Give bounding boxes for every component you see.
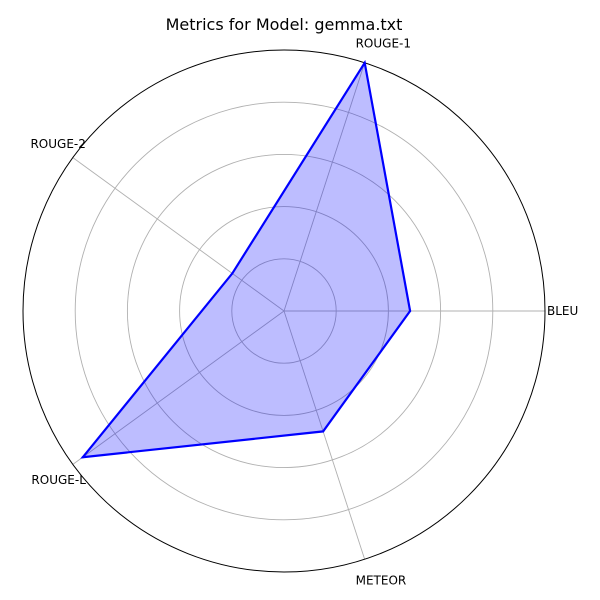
spoke-rouge-2 [72,157,285,312]
axis-label-rouge-l: ROUGE-L [31,473,86,487]
spoke-rouge-1 [283,62,366,312]
series-line [80,59,412,459]
axis-label-rouge-2: ROUGE-2 [30,137,85,151]
axis-label-meteor: METEOR [356,573,407,587]
series-fill-area [82,62,411,458]
axis-label-rouge-1: ROUGE-1 [356,37,411,51]
axis-label-bleu: BLEU [547,304,578,318]
data-point-bleu [408,309,412,313]
outer-circle [22,49,546,573]
chart-title: Metrics for Model: gemma.txt [166,15,403,34]
data-point-meteor [322,430,325,433]
data-layer [80,59,412,459]
grid-layer [22,49,546,573]
data-point-rouge-2 [231,272,234,275]
spoke-rouge-l [72,310,285,465]
data-point-rouge-1 [363,61,366,64]
data-point-rouge-l [81,456,84,459]
spoke-meteor [283,310,366,560]
label-layer: BLEU ROUGE-1 ROUGE-2 ROUGE-L METEOR [30,37,578,588]
